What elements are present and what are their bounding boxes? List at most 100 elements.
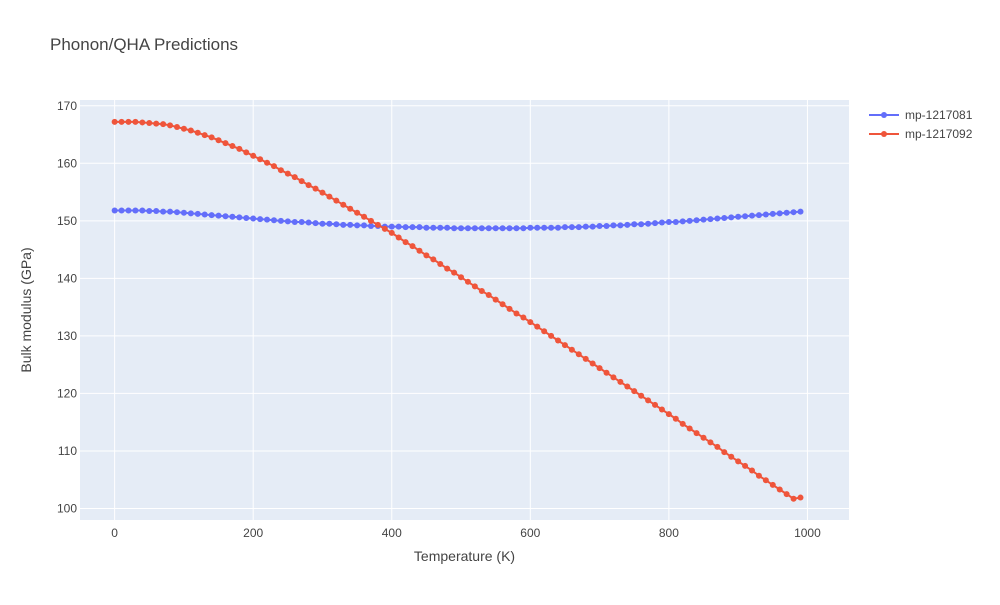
- data-point[interactable]: [340, 201, 347, 208]
- legend-item[interactable]: mp-1217092: [869, 127, 973, 141]
- data-point[interactable]: [714, 443, 721, 450]
- data-point[interactable]: [679, 420, 686, 427]
- data-point[interactable]: [374, 221, 381, 228]
- data-point[interactable]: [250, 215, 257, 222]
- data-point[interactable]: [721, 214, 728, 221]
- data-point[interactable]: [478, 225, 485, 232]
- data-point[interactable]: [354, 209, 361, 216]
- data-point[interactable]: [458, 274, 465, 281]
- data-point[interactable]: [603, 223, 610, 229]
- data-point[interactable]: [430, 256, 437, 263]
- data-point[interactable]: [707, 439, 714, 446]
- data-point[interactable]: [333, 221, 340, 228]
- data-point[interactable]: [589, 360, 596, 367]
- data-point[interactable]: [755, 472, 762, 479]
- data-point[interactable]: [361, 213, 368, 220]
- data-point[interactable]: [340, 221, 347, 228]
- data-point[interactable]: [749, 212, 756, 219]
- data-point[interactable]: [527, 319, 534, 326]
- data-point[interactable]: [658, 406, 665, 413]
- data-point[interactable]: [430, 224, 437, 231]
- data-point[interactable]: [361, 222, 368, 229]
- data-point[interactable]: [499, 301, 506, 308]
- data-point[interactable]: [416, 247, 423, 254]
- data-point[interactable]: [409, 243, 416, 250]
- data-point[interactable]: [167, 208, 174, 215]
- data-point[interactable]: [437, 260, 444, 267]
- data-point[interactable]: [631, 388, 638, 395]
- data-point[interactable]: [257, 216, 264, 223]
- data-point[interactable]: [423, 252, 430, 259]
- data-point[interactable]: [624, 383, 631, 390]
- data-point[interactable]: [492, 225, 499, 232]
- data-point[interactable]: [464, 278, 471, 285]
- data-point[interactable]: [270, 217, 277, 224]
- data-point[interactable]: [326, 193, 333, 200]
- data-point[interactable]: [388, 223, 395, 230]
- data-point[interactable]: [187, 127, 194, 134]
- data-point[interactable]: [153, 120, 160, 127]
- data-point[interactable]: [194, 129, 201, 136]
- data-point[interactable]: [111, 207, 118, 214]
- data-point[interactable]: [153, 208, 160, 215]
- data-point[interactable]: [783, 491, 790, 498]
- data-point[interactable]: [243, 214, 250, 221]
- data-point[interactable]: [208, 212, 215, 219]
- data-point[interactable]: [665, 411, 672, 418]
- data-point[interactable]: [416, 224, 423, 231]
- data-point[interactable]: [652, 401, 659, 408]
- data-point[interactable]: [215, 137, 222, 144]
- data-point[interactable]: [527, 224, 534, 231]
- data-point[interactable]: [215, 212, 222, 219]
- data-point[interactable]: [111, 118, 118, 125]
- data-point[interactable]: [194, 210, 201, 217]
- data-point[interactable]: [728, 214, 735, 221]
- data-point[interactable]: [693, 430, 700, 437]
- data-point[interactable]: [146, 120, 153, 127]
- data-point[interactable]: [575, 351, 582, 358]
- data-point[interactable]: [160, 208, 167, 215]
- data-point[interactable]: [638, 392, 645, 399]
- data-point[interactable]: [790, 495, 797, 502]
- data-point[interactable]: [769, 481, 776, 488]
- data-point[interactable]: [222, 213, 229, 220]
- data-point[interactable]: [665, 218, 672, 225]
- data-point[interactable]: [596, 223, 603, 229]
- data-point[interactable]: [728, 453, 735, 460]
- data-point[interactable]: [589, 223, 596, 230]
- data-point[interactable]: [139, 119, 146, 126]
- data-point[interactable]: [395, 223, 402, 230]
- data-point[interactable]: [610, 374, 617, 381]
- data-point[interactable]: [742, 213, 749, 220]
- data-point[interactable]: [769, 210, 776, 217]
- data-point[interactable]: [672, 415, 679, 422]
- data-point[interactable]: [236, 214, 243, 221]
- data-point[interactable]: [645, 220, 652, 227]
- data-point[interactable]: [243, 149, 250, 156]
- data-point[interactable]: [603, 369, 610, 376]
- data-point[interactable]: [541, 328, 548, 335]
- data-point[interactable]: [534, 323, 541, 330]
- data-point[interactable]: [631, 221, 638, 228]
- data-point[interactable]: [125, 207, 132, 214]
- data-point[interactable]: [409, 224, 416, 231]
- data-point[interactable]: [451, 269, 458, 276]
- data-point[interactable]: [561, 342, 568, 349]
- data-point[interactable]: [575, 224, 582, 231]
- data-point[interactable]: [139, 207, 146, 214]
- data-point[interactable]: [395, 234, 402, 241]
- data-point[interactable]: [735, 458, 742, 465]
- data-point[interactable]: [201, 211, 208, 218]
- data-point[interactable]: [762, 477, 769, 484]
- data-point[interactable]: [132, 207, 139, 214]
- data-point[interactable]: [312, 220, 319, 227]
- data-point[interactable]: [797, 494, 804, 501]
- data-point[interactable]: [347, 205, 354, 212]
- data-point[interactable]: [568, 224, 575, 231]
- data-point[interactable]: [520, 314, 527, 321]
- data-point[interactable]: [458, 225, 465, 232]
- data-point[interactable]: [229, 213, 236, 220]
- data-point[interactable]: [617, 378, 624, 385]
- data-point[interactable]: [742, 462, 749, 469]
- data-point[interactable]: [146, 208, 153, 215]
